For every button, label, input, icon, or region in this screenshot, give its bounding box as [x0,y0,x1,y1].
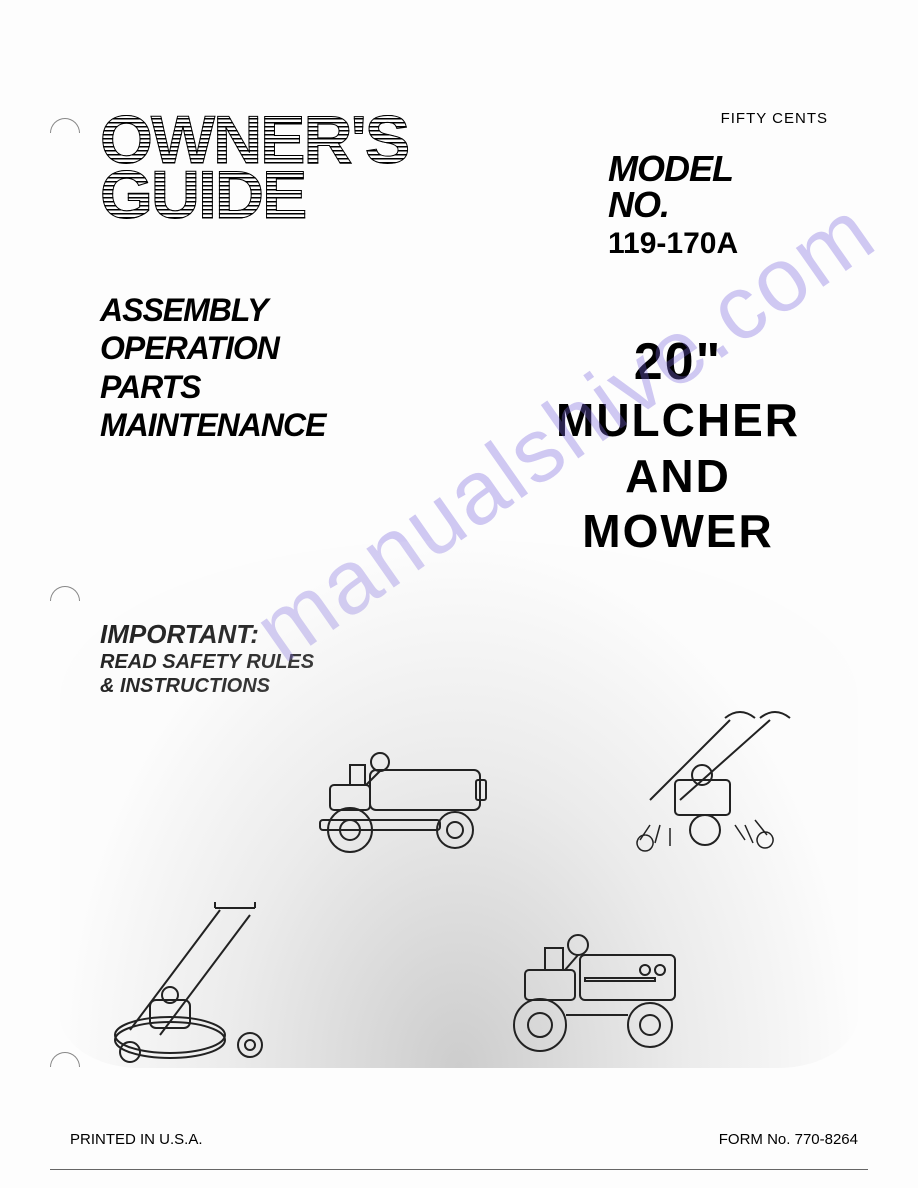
riding-mower-icon [280,730,510,860]
footer-row: PRINTED IN U.S.A. FORM No. 770-8264 [70,1131,858,1148]
push-mower-icon [100,890,310,1070]
model-label: MODEL NO. [608,151,848,223]
punch-hole-mark [50,586,80,601]
footer-printed: PRINTED IN U.S.A. [70,1131,203,1148]
footer-form-no: FORM No. 770-8264 [719,1131,858,1148]
manual-cover-page: manualshive.com OWNER'S GUIDE FIFTY CENT… [0,0,918,1188]
section-maintenance: MAINTENANCE [100,406,325,444]
owners-guide-logo: OWNER'S GUIDE [100,110,408,226]
header-row: OWNER'S GUIDE FIFTY CENTS MODEL NO. 119-… [100,110,848,261]
model-label-line1: MODEL [608,148,733,189]
sections-block: ASSEMBLY OPERATION PARTS MAINTENANCE [100,291,325,445]
model-block: FIFTY CENTS MODEL NO. 119-170A [608,110,848,261]
rototiller-icon [620,700,820,870]
garden-tractor-icon [470,920,700,1060]
product-line1: MULCHER [508,393,848,448]
rototiller-svg [620,700,820,870]
mid-row: ASSEMBLY OPERATION PARTS MAINTENANCE 20"… [100,291,848,559]
product-title: 20" MULCHER AND MOWER [508,331,848,559]
model-label-line2: NO. [608,184,669,225]
section-operation: OPERATION [100,329,325,367]
section-assembly: ASSEMBLY [100,291,325,329]
push-mower-svg [100,890,310,1070]
section-parts: PARTS [100,368,325,406]
riding-mower-svg [280,730,510,860]
product-line2: AND [508,449,848,504]
price-text: FIFTY CENTS [608,110,848,127]
punch-hole-mark [50,118,80,133]
model-number: 119-170A [608,227,848,261]
garden-tractor-svg [470,920,700,1060]
product-size: 20" [508,331,848,393]
bottom-rule [50,1169,868,1170]
punch-hole-mark [50,1052,80,1067]
